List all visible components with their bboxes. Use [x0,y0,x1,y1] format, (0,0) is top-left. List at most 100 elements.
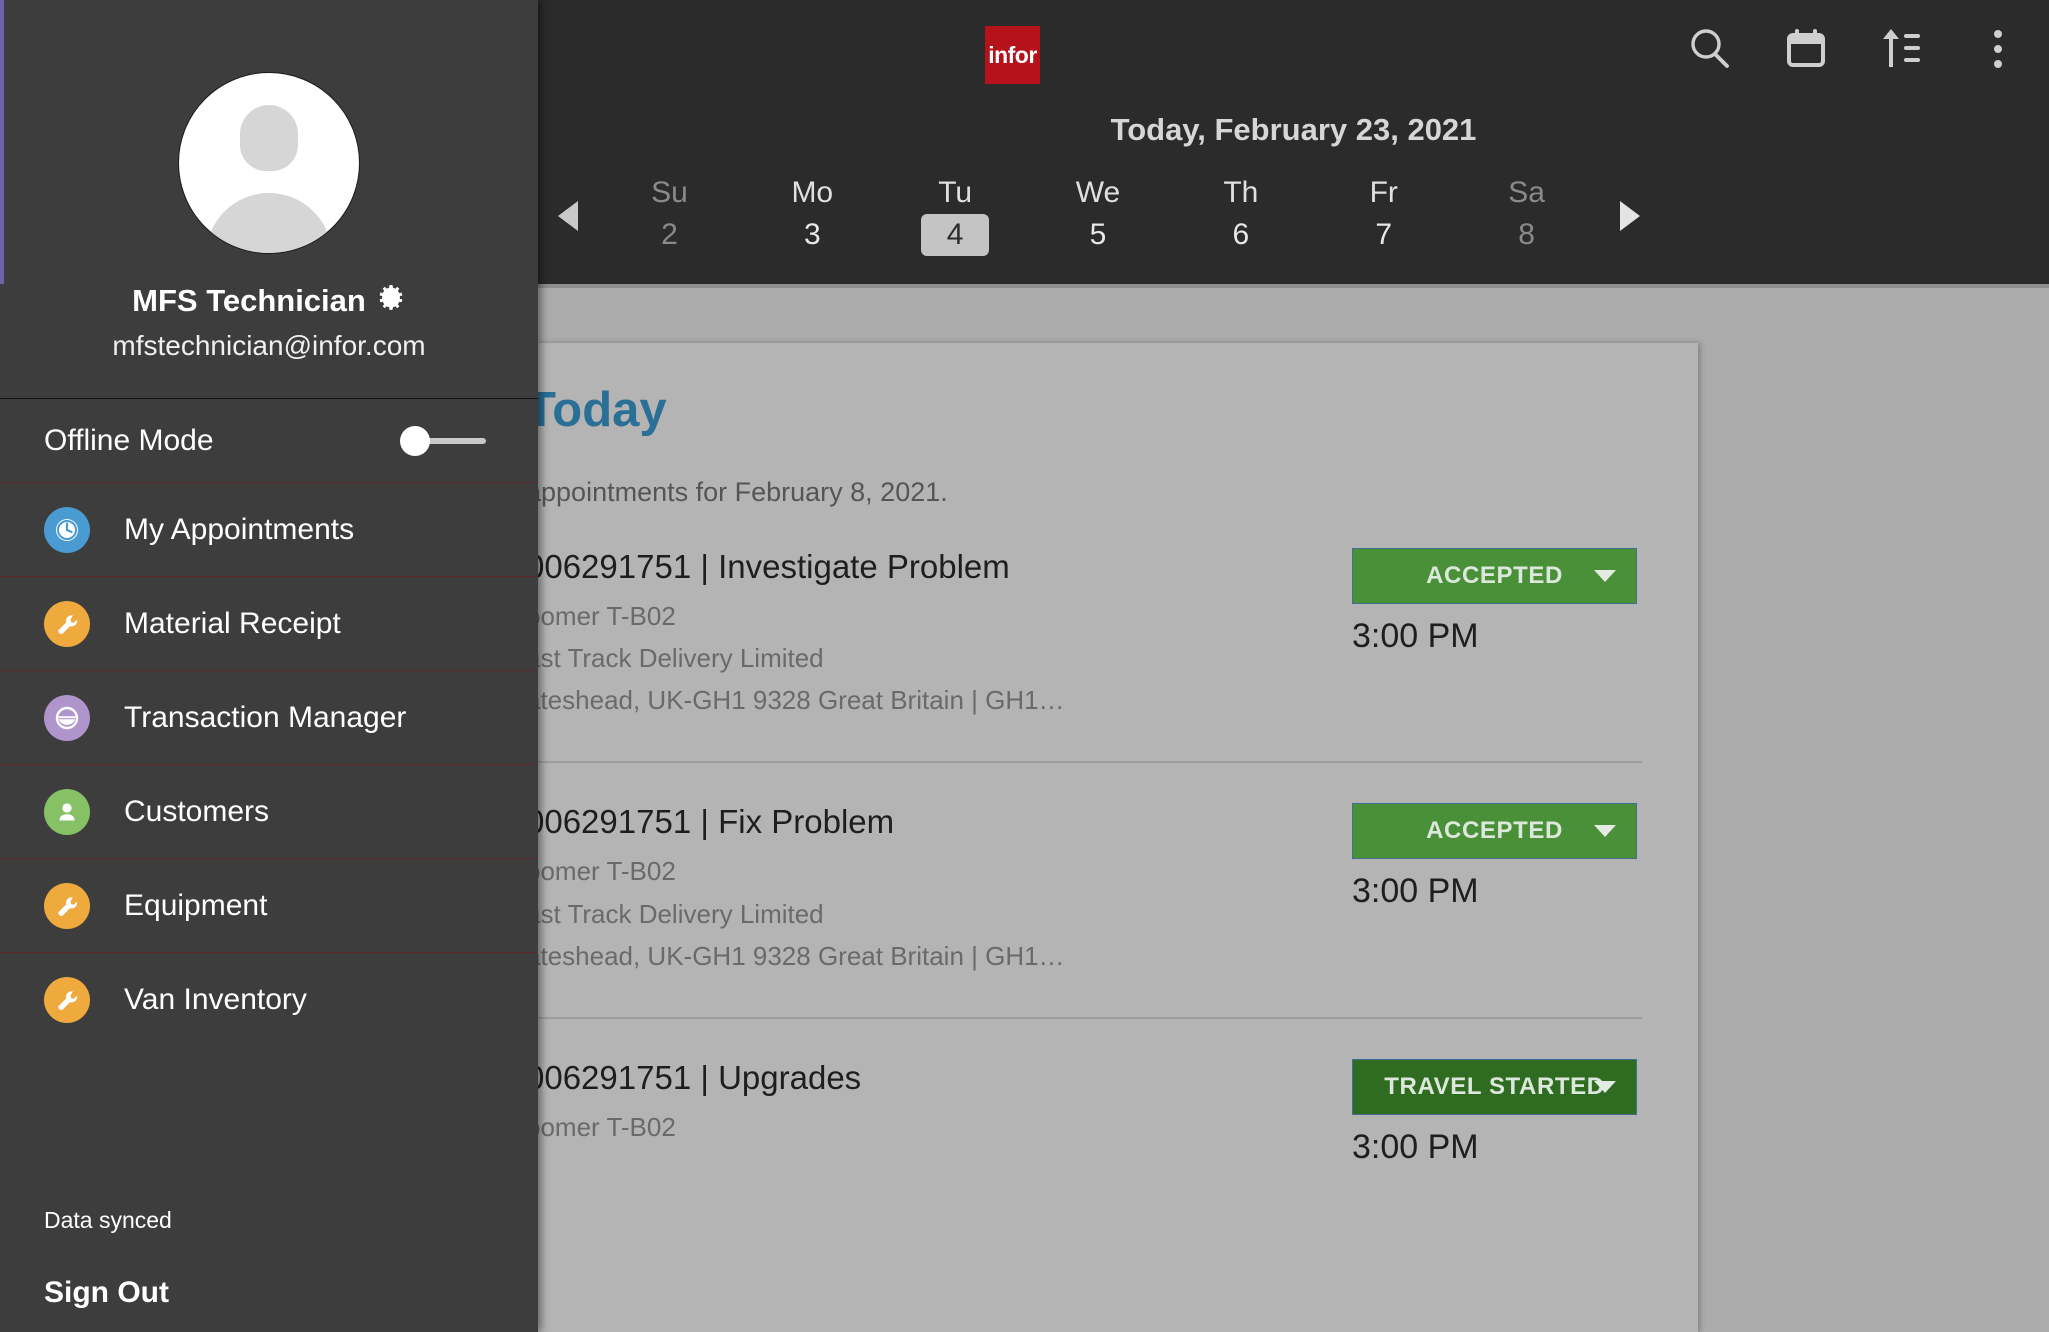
sidebar-item-label: Customers [124,794,270,828]
search-icon[interactable] [1679,18,1741,80]
person-icon [44,788,90,835]
today-date-label: Today, February 23, 2021 [1110,112,1477,147]
sidebar-item-customers[interactable]: Customers [0,764,538,858]
day-name: Th [1223,175,1259,209]
sidebar-item-label: Van Inventory [124,982,307,1016]
day-number: 2 [661,218,678,251]
status-badge: ACCEPTED [1426,561,1563,589]
appointment-status-area: ACCEPTED 3:00 PM [1352,803,1642,910]
date-cell-6[interactable]: Th 6 [1169,175,1312,256]
day-name: We [1075,175,1121,209]
appointment-time: 3:00 PM [1352,872,1479,911]
navigation-items: My Appointments Material Receipt Transacti… [0,482,538,1046]
app-bar-toolbar [1679,18,2029,80]
sidebar-item-label: Transaction Manager [124,700,407,734]
day-name: Sa [1508,175,1545,209]
status-dropdown[interactable]: ACCEPTED [1352,803,1637,860]
status-dropdown[interactable]: TRAVEL STARTED [1352,1058,1637,1115]
date-cell-3[interactable]: Mo 3 [741,175,884,256]
avatar[interactable] [178,72,360,254]
appointment-customer: oomer T-B02 [526,856,676,887]
sidebar-item-equipment[interactable]: Equipment [0,858,538,952]
offline-mode-row[interactable]: Offline Mode [0,398,538,482]
appointment-time: 3:00 PM [1352,616,1479,655]
wrench-icon [44,882,90,929]
appointment-company: ast Track Delivery Limited [526,898,824,929]
appointment-address: ateshead, UK-GH1 9328 Great Britain | GH… [526,940,1065,971]
sidebar-item-label: Equipment [124,888,268,922]
date-cell-2[interactable]: Su 2 [598,175,741,256]
toggle-knob [400,425,430,456]
sidebar-item-label: Material Receipt [124,606,341,640]
appointment-list: 006291751 | Investigate Problem oomer T-B… [526,508,1642,1188]
sidebar-item-transaction-manager[interactable]: Transaction Manager [0,670,538,764]
status-badge: ACCEPTED [1426,817,1563,845]
day-number: 8 [1518,218,1535,251]
appointment-time: 3:00 PM [1352,1127,1479,1166]
appointment-company: ast Track Delivery Limited [526,643,824,674]
day-number: 7 [1375,218,1393,251]
appointment-title: 006291751 | Fix Problem [526,803,895,841]
appointment-row[interactable]: 006291751 | Fix Problem oomer T-B02 ast Tr… [526,761,1642,1017]
offline-mode-label: Offline Mode [44,423,214,457]
appointment-status-area: TRAVEL STARTED 3:00 PM [1352,1058,1642,1166]
avatar-head [240,105,298,171]
appointment-title: 006291751 | Investigate Problem [526,547,1010,585]
accent-strip [0,0,4,284]
date-cell-5[interactable]: We 5 [1027,175,1170,256]
toggle-track [422,437,486,444]
wrench-icon [44,976,90,1023]
status-badge: TRAVEL STARTED [1384,1072,1605,1100]
offline-mode-toggle[interactable] [400,424,486,458]
chevron-right-icon[interactable] [1598,186,1658,246]
appointment-status-area: ACCEPTED 3:00 PM [1352,547,1642,655]
date-cell-4[interactable]: Tu 4 [884,175,1027,256]
day-name: Fr [1369,175,1398,209]
top-app-bar: infor Today, February 23, 2021 Su 2 Mo 3 Tu 4… [538,0,2049,288]
transaction-icon [44,694,90,741]
day-name: Mo [791,175,834,209]
page-subtitle: appointments for February 8, 2021. [526,476,948,507]
infor-logo: infor [985,26,1040,84]
profile-email: mfstechnician@infor.com [112,330,426,361]
chevron-left-icon[interactable] [538,186,598,246]
sync-status: Data synced [44,1207,172,1233]
appointment-row[interactable]: 006291751 | Upgrades oomer T-B02 TRAVEL ST… [526,1016,1642,1188]
chevron-down-icon [1594,569,1616,582]
avatar-body [206,193,332,253]
calendar-icon[interactable] [1775,18,1837,80]
sidebar-item-label: My Appointments [124,512,355,546]
day-number: 6 [1232,218,1250,251]
day-number: 4 [921,214,990,256]
wrench-icon [44,600,90,647]
sign-out-button[interactable]: Sign Out [44,1276,169,1309]
sidebar-item-my-appointments[interactable]: My Appointments [0,482,538,576]
profile-name-row: MFS Technician [0,282,538,320]
date-cell-8[interactable]: Sa 8 [1455,175,1598,256]
appointment-row[interactable]: 006291751 | Investigate Problem oomer T-B… [526,508,1642,762]
status-dropdown[interactable]: ACCEPTED [1352,547,1637,604]
sidebar-item-van-inventory[interactable]: Van Inventory [0,952,538,1046]
chevron-down-icon [1594,1080,1616,1093]
page-title: Today [526,383,667,437]
drawer-footer: Data synced Sign Out [0,1207,538,1332]
day-number: 3 [803,218,821,251]
appointment-customer: oomer T-B02 [526,1111,676,1142]
gear-icon[interactable] [376,282,406,320]
appointment-address: ateshead, UK-GH1 9328 Great Britain | GH… [526,685,1065,716]
clock-icon [44,506,90,553]
day-number: 5 [1089,218,1107,251]
day-name: Su [651,175,688,209]
overflow-menu-icon[interactable] [1967,18,2029,80]
week-date-strip: Su 2 Mo 3 Tu 4 We 5 Th 6 Fr 7 Sa 8 [538,168,1658,264]
appointments-card: Today appointments for February 8, 2021.… [470,343,1698,1332]
navigation-drawer: MFS Technician mfstechnician@infor.com O… [0,0,538,1332]
day-name: Tu [938,175,973,209]
profile-name: MFS Technician [132,283,366,318]
profile-section: MFS Technician mfstechnician@infor.com [0,0,538,398]
sort-ascending-icon[interactable] [1871,18,1933,80]
sidebar-item-material-receipt[interactable]: Material Receipt [0,576,538,670]
date-cell-7[interactable]: Fr 7 [1312,175,1455,256]
appointment-title: 006291751 | Upgrades [526,1058,862,1096]
appointment-customer: oomer T-B02 [526,600,676,631]
